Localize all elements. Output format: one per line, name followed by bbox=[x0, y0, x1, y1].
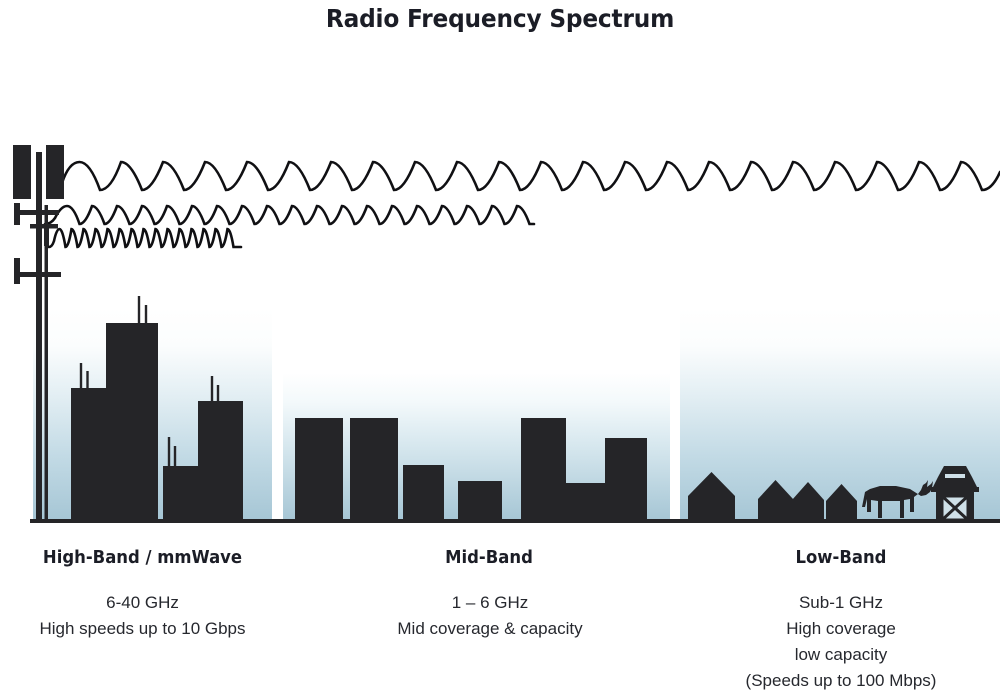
barn-door-cross bbox=[940, 494, 970, 522]
band-desc-line: High coverage bbox=[786, 619, 896, 638]
page-title: Radio Frequency Spectrum bbox=[325, 4, 675, 33]
band-desc-line: low capacity bbox=[794, 645, 888, 664]
band-desc-line: 1 – 6 GHz bbox=[451, 593, 529, 612]
antenna-panel-right bbox=[46, 145, 64, 199]
antenna-crossbar-upper bbox=[17, 210, 59, 215]
skyline-spires bbox=[79, 296, 220, 468]
mid-building bbox=[295, 418, 343, 520]
ground-baseline bbox=[30, 519, 1000, 523]
low-frequency-wave bbox=[46, 160, 1000, 192]
band-desc-line: Mid coverage & capacity bbox=[397, 619, 583, 638]
low-band-farm bbox=[688, 466, 979, 522]
band-desc-low-band: Sub-1 GHz High coverage low capacity (Sp… bbox=[720, 590, 962, 694]
cow-silhouette bbox=[862, 480, 933, 518]
mid-building bbox=[403, 465, 444, 520]
mid-building bbox=[566, 483, 606, 520]
high-frequency-wave bbox=[47, 227, 243, 249]
antenna-element-lower bbox=[14, 258, 20, 284]
antenna-element-upper bbox=[14, 203, 20, 225]
farm-house bbox=[792, 482, 824, 520]
farm-house bbox=[758, 480, 793, 520]
high-band-city-skyline bbox=[71, 296, 243, 520]
antenna-crossbar-lower bbox=[17, 272, 61, 277]
tower-mast bbox=[36, 152, 42, 520]
mid-frequency-wave bbox=[43, 204, 536, 226]
band-desc-line: 6-40 GHz bbox=[106, 593, 179, 612]
band-label-low-band: Low-Band bbox=[795, 548, 887, 568]
mid-building bbox=[350, 418, 398, 520]
city-building bbox=[198, 401, 243, 520]
band-label-high-band: High-Band / mmWave bbox=[42, 548, 243, 568]
antenna-element-mid bbox=[44, 226, 49, 246]
band-desc-mid-band: 1 – 6 GHz Mid coverage & capacity bbox=[370, 590, 610, 642]
mid-building bbox=[521, 418, 566, 520]
city-building bbox=[71, 388, 111, 520]
farm-house bbox=[826, 484, 857, 520]
mid-building bbox=[605, 438, 647, 520]
antenna-panel-left bbox=[13, 145, 31, 199]
band-desc-line: (Speeds up to 100 Mbps) bbox=[745, 671, 937, 690]
radio-waves bbox=[43, 160, 1000, 249]
city-building bbox=[163, 466, 203, 520]
mid-band-buildings bbox=[295, 418, 647, 520]
farm-house bbox=[688, 472, 735, 520]
city-building bbox=[106, 323, 158, 520]
mid-building bbox=[458, 481, 502, 520]
band-desc-high-band: 6-40 GHz High speeds up to 10 Gbps bbox=[20, 590, 265, 642]
band-desc-line: Sub-1 GHz bbox=[798, 593, 884, 612]
band-label-mid-band: Mid-Band bbox=[445, 548, 533, 568]
band-desc-line: High speeds up to 10 Gbps bbox=[39, 619, 246, 638]
barn-hayloft-window bbox=[945, 474, 965, 478]
barn-door-cross-line bbox=[940, 494, 970, 522]
cell-tower bbox=[13, 145, 64, 520]
tower-mast-secondary bbox=[44, 205, 48, 520]
